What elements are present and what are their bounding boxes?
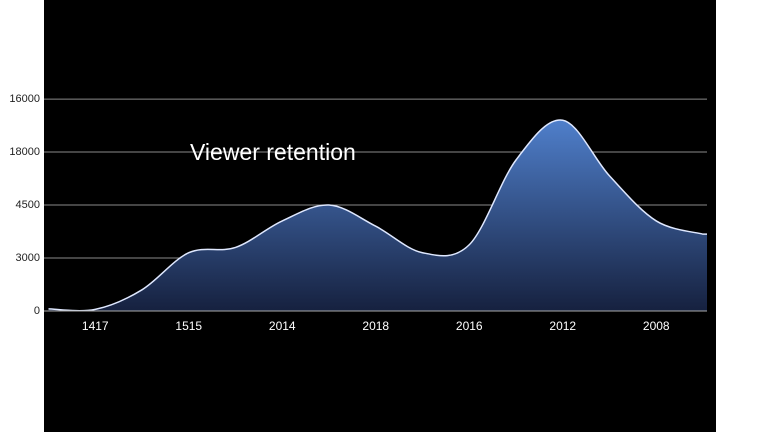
annotation: Viewer retention xyxy=(190,139,356,165)
x-tick-label: 1515 xyxy=(175,319,202,333)
x-tick-label: 2018 xyxy=(362,319,389,333)
y-tick-label: 0 xyxy=(34,305,40,317)
y-tick-label: 3000 xyxy=(16,252,40,264)
x-tick-label: 2014 xyxy=(269,319,296,333)
y-tick-label: 4500 xyxy=(16,199,40,211)
area-fill xyxy=(48,120,707,311)
x-tick-label: 1417 xyxy=(82,319,109,333)
plot xyxy=(44,119,707,312)
y-tick-label: 18000 xyxy=(9,146,40,158)
y-tick-label: 16000 xyxy=(9,93,40,105)
x-tick-label: 2012 xyxy=(549,319,576,333)
area-line xyxy=(48,119,707,312)
x-tick-label: 2008 xyxy=(643,319,670,333)
x-tick-label: 2016 xyxy=(456,319,483,333)
